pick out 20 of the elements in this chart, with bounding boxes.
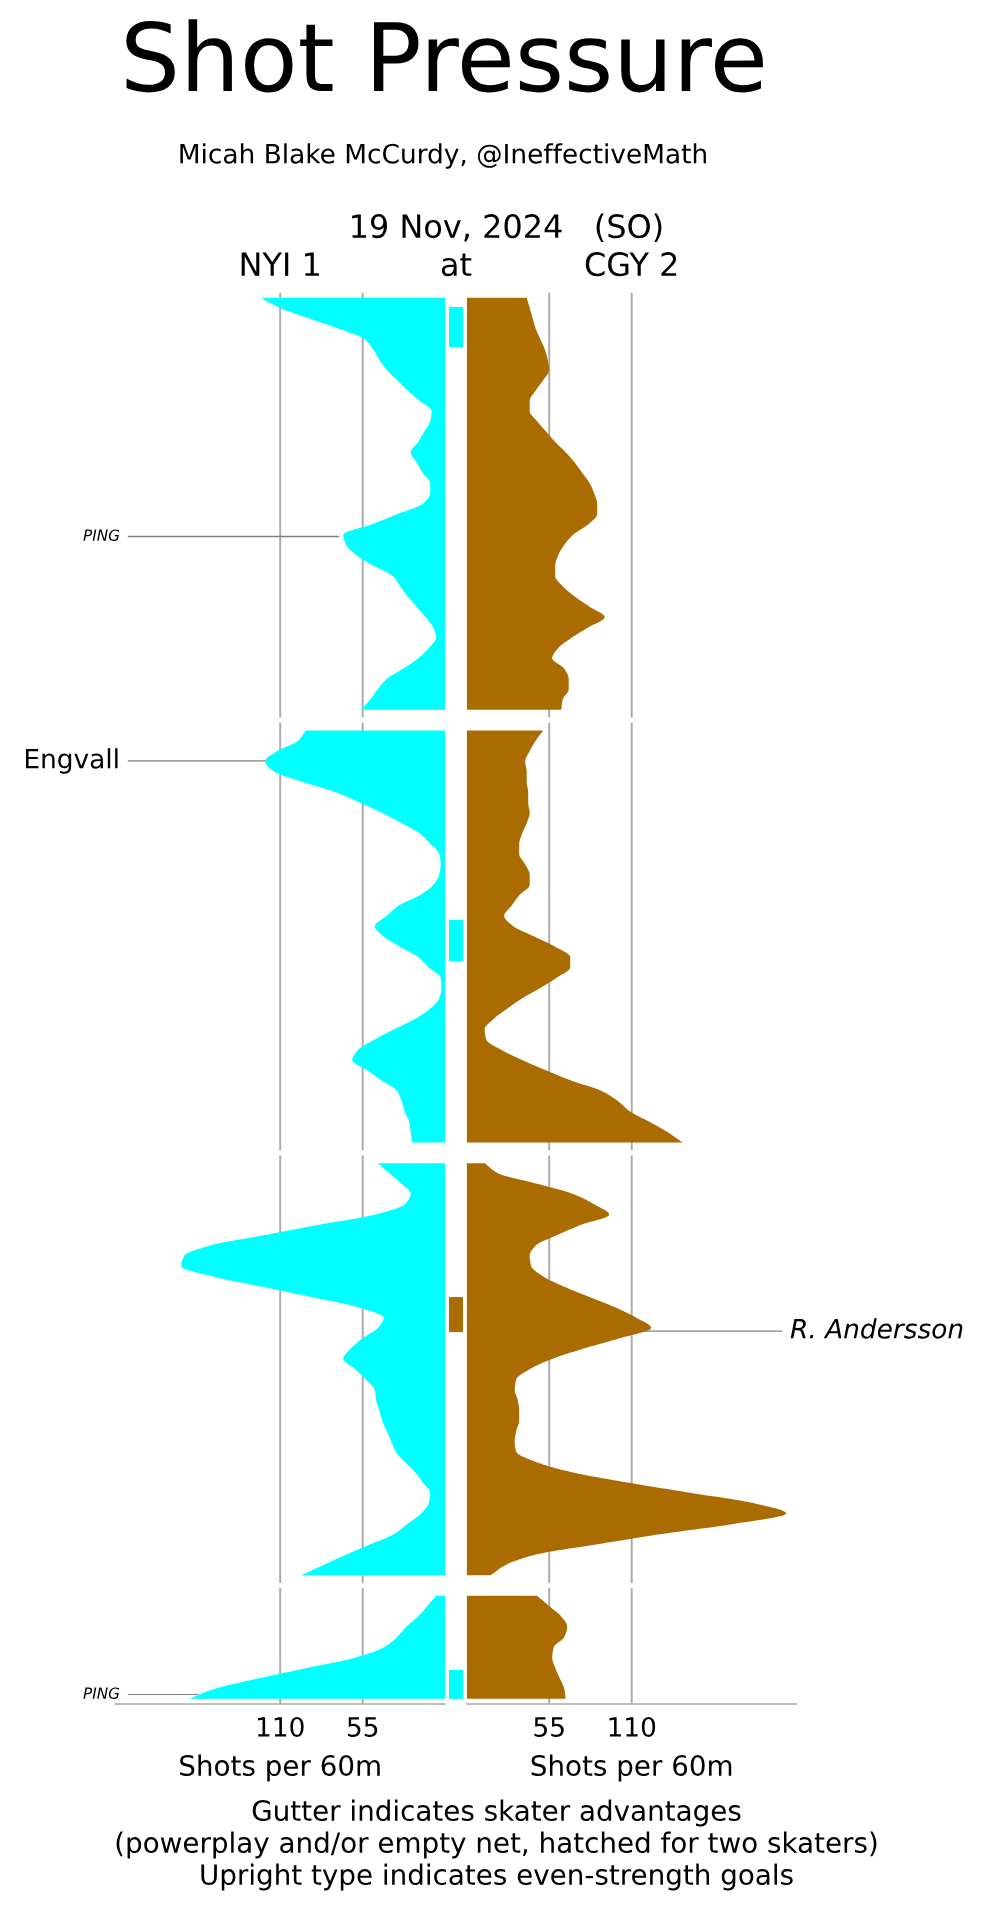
annotation: Engvall [25,748,118,774]
chart-subtitle: Micah Blake McCurdy, @IneffectiveMath [180,143,706,169]
series-label: NYI 1 [241,252,319,276]
text: at [441,253,472,277]
x-tick-label: 110 [257,1716,304,1737]
x-axis-title: Shots per 60m [180,1754,380,1782]
text: 19 Nov, 2024 [352,214,562,242]
annotation: PING [83,1687,120,1699]
x-axis-title: Shots per 60m [531,1754,732,1782]
text: (powerplay and/or empty net, hatched for two skaters) [116,1831,877,1859]
text: (SO) [596,213,662,243]
x-tick-label: 110 [609,1716,656,1737]
x-tick-label: 55 [534,1717,564,1737]
chart-title: Shot Pressure [126,19,763,93]
text: Gutter indicates skater advantages [252,1799,741,1827]
text: Upright type indicates even-strength goals [201,1863,793,1891]
annotation: R. Andersson [790,1318,963,1339]
x-tick-label: 55 [347,1717,378,1737]
annotation: PING [83,529,120,541]
series-label: CGY 2 [585,252,677,277]
